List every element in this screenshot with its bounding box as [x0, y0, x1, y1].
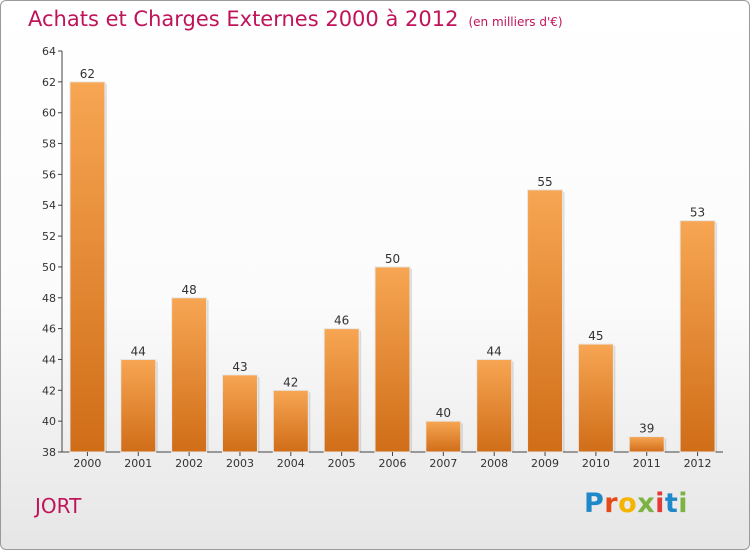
proxiti-logo[interactable]: Proxiti — [584, 488, 688, 519]
bar-value-label: 46 — [334, 314, 349, 328]
bar — [679, 220, 716, 453]
x-tick-label: 2002 — [175, 457, 203, 470]
y-tick-label: 56 — [42, 168, 56, 181]
x-tick-label: 2010 — [582, 457, 610, 470]
bar-value-label: 53 — [690, 206, 705, 220]
x-tick-label: 2001 — [124, 457, 152, 470]
x-tick-label: 2003 — [226, 457, 254, 470]
y-tick-label: 50 — [42, 261, 56, 274]
y-tick-label: 52 — [42, 230, 56, 243]
title-text: Achats et Charges Externes 2000 à 2012 — [28, 7, 459, 31]
y-tick-label: 64 — [42, 45, 56, 58]
x-tick-label: 2005 — [328, 457, 356, 470]
bar-value-label: 45 — [588, 329, 603, 343]
bar-value-label: 39 — [639, 422, 654, 436]
logo-letter: i — [655, 488, 665, 519]
chart-subtitle: (en milliers d'€) — [468, 15, 563, 29]
bar — [120, 358, 157, 453]
bar — [476, 358, 513, 453]
bar — [221, 374, 258, 453]
bar-value-label: 44 — [487, 344, 502, 358]
y-tick-label: 40 — [42, 415, 56, 428]
y-tick-label: 38 — [42, 446, 56, 459]
bar-value-label: 44 — [131, 344, 146, 358]
bar-value-label: 42 — [283, 375, 298, 389]
chart-title: Achats et Charges Externes 2000 à 2012 (e… — [28, 7, 563, 31]
x-tick-label: 2007 — [429, 457, 457, 470]
logo-letter: r — [604, 488, 619, 519]
logo-letter: t — [664, 488, 679, 519]
bar — [374, 266, 411, 453]
y-tick-label: 54 — [42, 199, 56, 212]
y-tick-label: 42 — [42, 384, 56, 397]
x-tick-label: 2008 — [480, 457, 508, 470]
y-tick-label: 62 — [42, 76, 56, 89]
logo-letter: P — [584, 488, 605, 519]
bar — [425, 420, 462, 453]
bar-value-label: 55 — [537, 175, 552, 189]
bar-value-label: 40 — [436, 406, 451, 420]
bar-value-label: 43 — [232, 360, 247, 374]
bar — [272, 389, 309, 453]
y-tick-label: 44 — [42, 353, 56, 366]
bar-value-label: 50 — [385, 252, 400, 266]
y-tick-label: 60 — [42, 107, 56, 120]
logo-letter: o — [618, 488, 638, 519]
bar — [577, 343, 614, 453]
x-tick-label: 2009 — [531, 457, 559, 470]
x-tick-label: 2006 — [379, 457, 407, 470]
y-tick-label: 46 — [42, 323, 56, 336]
bar — [323, 328, 360, 453]
bar-value-label: 48 — [181, 283, 196, 297]
bar-value-label: 62 — [80, 67, 95, 81]
x-tick-label: 2004 — [277, 457, 305, 470]
bar — [628, 436, 665, 453]
bar — [527, 189, 564, 453]
x-tick-label: 2000 — [73, 457, 101, 470]
bar — [69, 81, 106, 453]
commune-name: JORT — [35, 494, 82, 518]
logo-letter: x — [637, 488, 656, 519]
bar — [171, 297, 208, 453]
y-tick-label: 48 — [42, 292, 56, 305]
logo-letter: i — [678, 488, 689, 519]
x-tick-label: 2012 — [684, 457, 712, 470]
x-tick-label: 2011 — [633, 457, 661, 470]
y-tick-label: 58 — [42, 138, 56, 151]
